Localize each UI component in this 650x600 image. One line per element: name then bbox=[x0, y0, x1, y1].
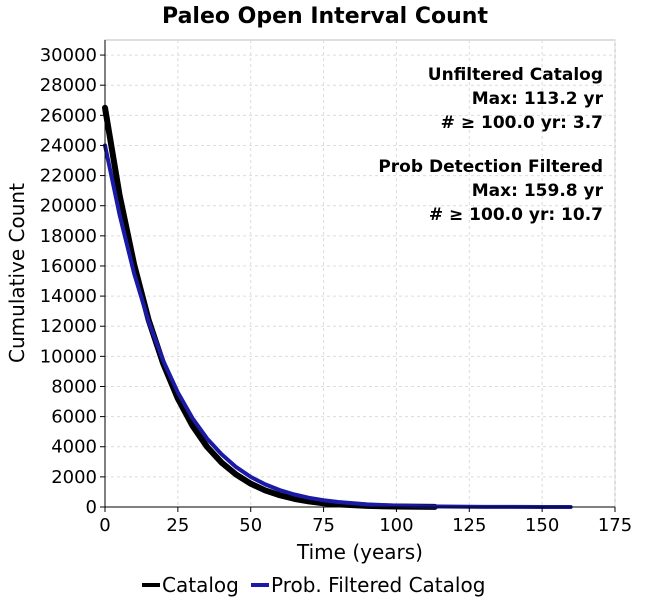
y-tick-label-4: 8000 bbox=[51, 376, 97, 397]
annotation-unfiltered-max: Max: 113.2 yr bbox=[472, 89, 604, 109]
x-tick-label-5: 125 bbox=[452, 515, 486, 536]
x-tick-label-7: 175 bbox=[598, 515, 632, 536]
annotation-filtered-heading: Prob Detection Filtered bbox=[378, 157, 603, 177]
legend-label-catalog: Catalog bbox=[162, 573, 239, 597]
annotation-unfiltered-count: # ≥ 100.0 yr: 3.7 bbox=[441, 113, 603, 133]
y-axis-label: Cumulative Count bbox=[5, 183, 29, 363]
x-tick-label-6: 150 bbox=[525, 515, 559, 536]
grid bbox=[105, 40, 616, 507]
y-tick-label-14: 28000 bbox=[40, 75, 97, 96]
y-tick-label-6: 12000 bbox=[40, 316, 97, 337]
y-tick-label-5: 10000 bbox=[40, 346, 97, 367]
y-tick-label-15: 30000 bbox=[40, 45, 97, 66]
legend: Catalog Prob. Filtered Catalog bbox=[142, 573, 485, 597]
annotation-box: Unfiltered Catalog Max: 113.2 yr # ≥ 100… bbox=[378, 65, 603, 225]
y-tick-label-1: 2000 bbox=[51, 467, 97, 488]
x-tick-label-2: 50 bbox=[239, 515, 262, 536]
y-axis-ticks: 0 2000 4000 6000 8000 10000 12000 14000 16000 180… bbox=[40, 45, 105, 518]
chart-title: Paleo Open Interval Count bbox=[162, 4, 488, 29]
legend-label-filtered: Prob. Filtered Catalog bbox=[271, 573, 485, 597]
x-tick-label-4: 100 bbox=[379, 515, 413, 536]
x-axis-ticks: 0 25 50 75 100 125 150 175 bbox=[99, 507, 632, 536]
x-tick-label-1: 25 bbox=[166, 515, 189, 536]
annotation-unfiltered-heading: Unfiltered Catalog bbox=[428, 65, 603, 85]
annotation-filtered-max: Max: 159.8 yr bbox=[472, 181, 604, 201]
y-tick-label-10: 20000 bbox=[40, 196, 97, 217]
y-tick-label-13: 26000 bbox=[40, 105, 97, 126]
y-tick-label-2: 4000 bbox=[51, 437, 97, 458]
y-tick-label-3: 6000 bbox=[51, 407, 97, 428]
annotation-filtered-count: # ≥ 100.0 yr: 10.7 bbox=[429, 205, 603, 225]
y-tick-label-0: 0 bbox=[86, 497, 97, 518]
plot-area bbox=[104, 39, 616, 508]
y-tick-label-9: 18000 bbox=[40, 226, 97, 247]
x-tick-label-3: 75 bbox=[312, 515, 335, 536]
x-axis-label: Time (years) bbox=[296, 540, 423, 564]
y-tick-label-11: 22000 bbox=[40, 166, 97, 187]
y-tick-label-8: 16000 bbox=[40, 256, 97, 277]
y-tick-label-12: 24000 bbox=[40, 135, 97, 156]
y-tick-label-7: 14000 bbox=[40, 286, 97, 307]
x-tick-label-0: 0 bbox=[99, 515, 110, 536]
